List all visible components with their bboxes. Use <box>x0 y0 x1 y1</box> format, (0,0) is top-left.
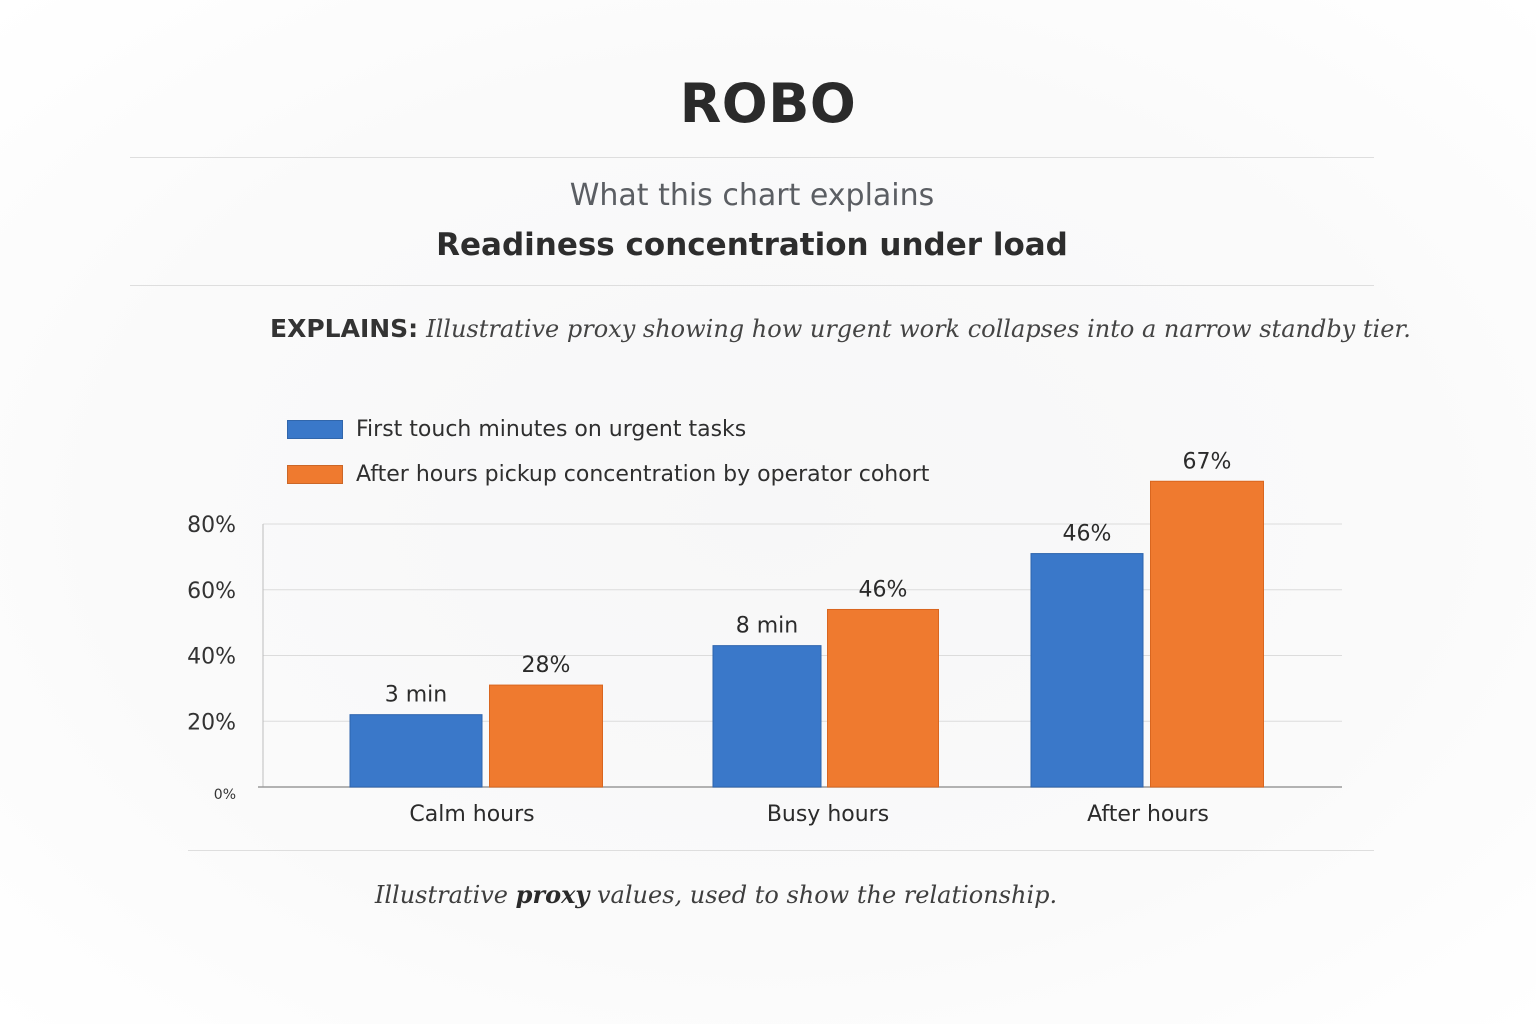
data-label: 3 min <box>385 683 447 708</box>
subtitle-main: Readiness concentration under load <box>436 227 1068 263</box>
legend-label-series-2: After hours pickup concentration by oper… <box>356 462 930 487</box>
y-tick-label: 20% <box>187 710 236 735</box>
bar <box>349 714 483 788</box>
legend-item-series-1: First touch minutes on urgent tasks <box>287 417 746 442</box>
x-category-label: Busy hours <box>767 802 889 827</box>
data-label: 46% <box>1063 522 1112 547</box>
data-label: 8 min <box>736 614 798 639</box>
brand-title: ROBO <box>679 72 857 135</box>
x-category-label: Calm hours <box>409 802 534 827</box>
explains-tag: EXPLAINS: <box>270 314 419 343</box>
subtitle-label: What this chart explains <box>569 178 935 213</box>
legend-swatch-blue <box>287 420 343 439</box>
footnote-bold: proxy <box>515 880 590 909</box>
legend-swatch-orange <box>287 465 343 484</box>
explains-text: Illustrative proxy showing how urgent wo… <box>426 315 1411 343</box>
explains-line: EXPLAINS: Illustrative proxy showing how… <box>270 314 1411 343</box>
divider-middle <box>130 285 1374 286</box>
legend-label-series-1: First touch minutes on urgent tasks <box>356 417 747 442</box>
y-tick-label: 40% <box>187 645 236 670</box>
divider-bottom <box>188 850 1374 851</box>
x-category-label: After hours <box>1087 802 1209 827</box>
bar <box>712 645 822 788</box>
footnote: Illustrative proxy values, used to show … <box>0 880 1432 909</box>
bar <box>1150 480 1264 788</box>
bar <box>489 684 603 788</box>
data-label: 67% <box>1183 449 1232 474</box>
divider-top <box>130 157 1374 158</box>
footnote-before: Illustrative <box>374 881 509 909</box>
y-tick-label: 80% <box>187 513 236 538</box>
data-label: 46% <box>859 577 908 602</box>
bar <box>1030 553 1144 788</box>
legend-item-series-2: After hours pickup concentration by oper… <box>287 462 929 487</box>
data-label: 28% <box>522 653 571 678</box>
y-tick-label: 0% <box>214 787 236 803</box>
footnote-after: values, used to show the relationship. <box>596 881 1058 909</box>
bar <box>827 608 939 788</box>
y-tick-label: 60% <box>187 579 236 604</box>
